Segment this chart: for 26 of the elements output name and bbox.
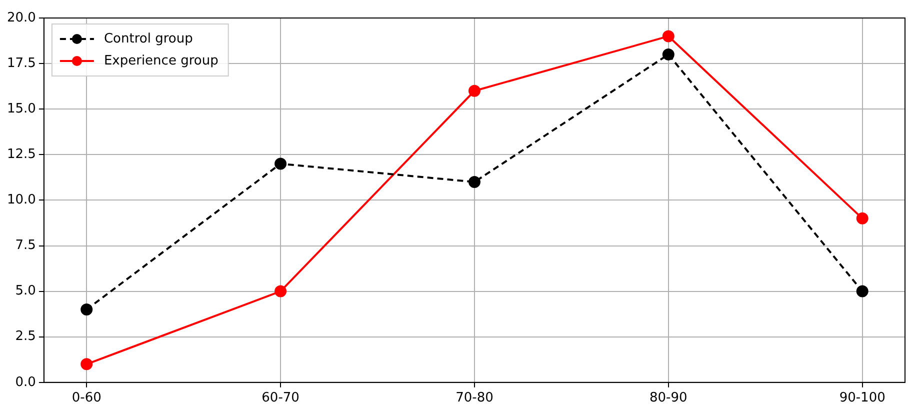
point: [274, 158, 287, 170]
point: [274, 285, 287, 298]
y-tick-label: 12.5: [6, 147, 36, 162]
x-tick-label: 60-70: [262, 390, 300, 406]
point: [856, 212, 868, 224]
x-tick-label: 0-60: [72, 390, 102, 406]
x-tick-label: 70-80: [456, 390, 494, 406]
x-tick-label: 80-90: [650, 390, 688, 406]
legend-label: Control group: [104, 31, 193, 46]
point: [662, 48, 674, 60]
y-tick-label: 0.0: [15, 374, 36, 390]
y-tick-label: 17.5: [6, 56, 36, 71]
y-tick-label: 15.0: [6, 101, 36, 116]
point: [468, 176, 480, 188]
point: [80, 358, 93, 370]
point: [662, 30, 674, 42]
y-tick-label: 10.0: [6, 192, 36, 208]
y-tick-label: 5.0: [15, 284, 36, 299]
point: [80, 304, 93, 316]
y-tick-label: 20.0: [6, 10, 36, 26]
legend-label: Experience group: [104, 53, 218, 68]
y-tick-label: 2.5: [15, 329, 36, 344]
y-tick-label: 7.5: [15, 238, 36, 254]
point: [856, 285, 868, 298]
point: [468, 84, 480, 97]
x-tick-label: 90-100: [839, 390, 886, 406]
